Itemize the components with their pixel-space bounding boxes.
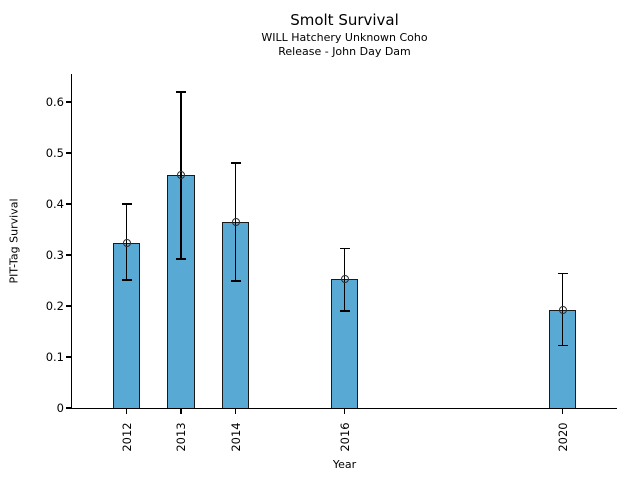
data-point-marker [122,238,131,247]
data-point-marker [558,305,567,314]
y-tick-label: 0 [56,401,64,415]
error-bar-cap-bottom [230,280,241,282]
error-bar-cap-top [121,203,132,205]
error-bar-cap-bottom [176,258,186,260]
y-axis-spine [70,74,72,410]
x-tick [561,409,564,415]
error-bar-cap-bottom [339,310,350,312]
y-tick [65,152,71,154]
chart-title: Smolt Survival [290,11,399,29]
data-point-marker [177,171,185,180]
y-tick-label: 0.6 [45,95,64,110]
x-tick [343,409,346,415]
y-tick-label: 0.4 [45,197,64,212]
x-tick-label: 2014 [228,422,243,452]
x-tick [234,409,237,415]
data-point-marker [340,275,349,284]
chart-subtitle-line1: WILL Hatchery Unknown Coho [261,31,428,44]
x-tick-label: 2013 [174,422,188,452]
y-tick [65,101,71,103]
y-tick-label: 0.3 [45,248,64,263]
y-tick-label: 0.5 [45,146,64,161]
y-tick [65,203,71,205]
error-bar-cap-bottom [121,279,132,281]
x-axis-spine [70,408,617,410]
error-bar-cap-top [339,247,350,250]
data-point-marker [231,218,240,227]
error-bar-cap-bottom [557,344,568,347]
y-tick [65,356,71,358]
x-tick [180,409,182,415]
x-tick-label: 2012 [119,422,134,452]
error-bar-cap-top [230,162,241,164]
bar [330,279,359,408]
chart-subtitle-line2: Release - John Day Dam [278,45,411,58]
y-tick-label: 0.2 [45,299,64,313]
x-tick-label: 2020 [555,422,570,452]
y-tick-label: 0.1 [45,350,64,364]
error-bar-cap-top [176,91,186,93]
error-bar-cap-top [557,272,568,275]
y-tick [65,254,71,256]
y-tick [65,305,71,307]
y-tick [65,407,71,409]
x-axis-label: Year [332,458,357,471]
x-tick-label: 2016 [337,422,352,452]
x-tick [125,409,128,415]
